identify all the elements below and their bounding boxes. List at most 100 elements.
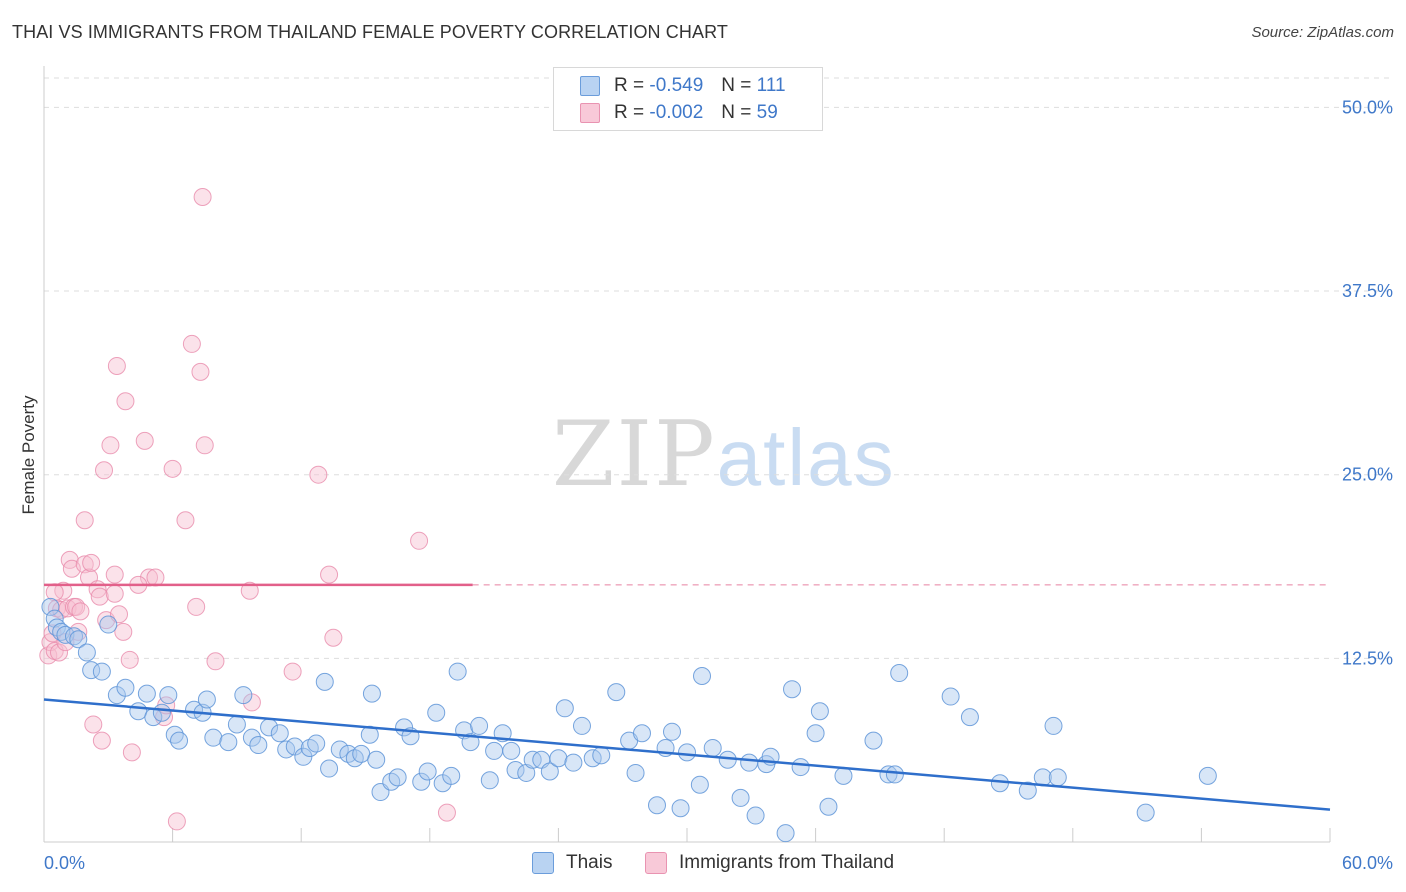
legend-n-value: 59 <box>756 102 778 123</box>
immigrants-point <box>60 550 79 569</box>
thais-point <box>607 683 626 702</box>
thais-point <box>170 731 189 750</box>
immigrants-point <box>410 531 429 550</box>
thais-points <box>41 597 1217 843</box>
legend-n-label: N = <box>721 75 752 96</box>
thais-point <box>219 733 238 752</box>
axes <box>43 66 1331 843</box>
watermark: ZIPatlas <box>552 402 896 507</box>
legend-r-value: -0.549 <box>649 75 704 96</box>
immigrants-point <box>206 652 225 671</box>
immigrants-point <box>90 587 109 606</box>
thais-point <box>41 597 60 616</box>
thais-point <box>960 708 979 727</box>
bottom-legend-immigrants-label: Immigrants from Thailand <box>679 852 895 873</box>
thais-point <box>502 741 521 760</box>
thais-point <box>448 662 467 681</box>
thais-point <box>703 738 722 757</box>
thais-point <box>810 702 829 721</box>
thais-trend-line <box>43 698 1331 811</box>
thais-point <box>249 736 268 755</box>
thais-point <box>442 766 461 785</box>
immigrants-points <box>39 188 456 831</box>
thais-point <box>77 643 96 662</box>
thais-point <box>315 672 334 691</box>
immigrants-point <box>101 436 120 455</box>
bottom-legend-thais: Thais <box>532 852 612 874</box>
thais-point <box>693 666 712 685</box>
thais-point <box>45 609 64 628</box>
thais-point <box>412 772 431 791</box>
watermark-zip: ZIP <box>552 402 717 507</box>
thais-point <box>662 722 681 741</box>
y-tick-label: 25.0% <box>1342 465 1393 485</box>
thais-point <box>307 734 326 753</box>
immigrants-point <box>193 188 212 207</box>
immigrants-point <box>320 565 339 584</box>
immigrants-point <box>71 602 90 621</box>
thais-point <box>270 724 289 743</box>
thais-swatch <box>532 852 554 874</box>
thais-point <box>746 806 765 825</box>
thais-point <box>549 749 568 768</box>
thais-point <box>555 699 574 718</box>
legend-r-value: -0.002 <box>649 102 704 123</box>
thais-point <box>480 771 499 790</box>
thais-point <box>731 788 750 807</box>
y-tick-label: 50.0% <box>1342 97 1393 117</box>
thais-point <box>517 763 536 782</box>
thais-point <box>116 678 135 697</box>
immigrants-point <box>324 628 343 647</box>
thais-point <box>159 686 178 705</box>
watermark-atlas: atlas <box>716 413 896 502</box>
immigrants-swatch <box>645 852 667 874</box>
trend-lines <box>43 583 1331 811</box>
thais-point <box>885 765 904 784</box>
bottom-legend-immigrants: Immigrants from Thailand <box>645 852 894 874</box>
x-tick-label: 0.0% <box>44 853 85 873</box>
immigrants-point <box>95 461 114 480</box>
axis-labels: 12.5% 25.0% 37.5% 50.0% 0.0% 60.0% Female Pove… <box>19 97 1393 873</box>
immigrants-point <box>167 812 186 831</box>
thais-point <box>671 799 690 818</box>
legend-row-thais: R = -0.549 N = 111 <box>580 74 786 98</box>
thais-point <box>1048 768 1067 787</box>
y-tick-label: 12.5% <box>1342 648 1393 668</box>
thais-point <box>592 746 611 765</box>
thais-point <box>941 687 960 706</box>
immigrants-point <box>84 715 103 734</box>
immigrants-point <box>187 597 206 616</box>
immigrants-point <box>309 465 328 484</box>
legend-r-label: R = <box>614 102 645 123</box>
immigrants-point <box>120 650 139 669</box>
immigrants-point <box>135 431 154 450</box>
immigrants-point <box>240 581 259 600</box>
thais-point <box>864 731 883 750</box>
thais-point <box>470 716 489 735</box>
thais-point <box>388 768 407 787</box>
thais-point <box>427 703 446 722</box>
legend-n-value: 111 <box>756 75 786 96</box>
thais-point <box>69 630 88 649</box>
immigrants-point <box>82 553 101 572</box>
immigrants-point <box>107 356 126 375</box>
thais-point <box>362 684 381 703</box>
thais-point <box>367 750 386 769</box>
immigrants-point <box>176 511 195 530</box>
chart-title: THAI VS IMMIGRANTS FROM THAILAND FEMALE … <box>12 22 728 42</box>
thais-point <box>776 824 795 843</box>
thais-point <box>740 753 759 772</box>
thais-point <box>197 690 216 709</box>
thais-point <box>352 744 371 763</box>
immigrants-point <box>191 362 210 381</box>
thais-point <box>506 761 525 780</box>
thais-point <box>572 716 591 735</box>
immigrants-point <box>283 662 302 681</box>
immigrants-swatch <box>580 103 600 123</box>
thais-point <box>294 747 313 766</box>
thais-point <box>647 796 666 815</box>
legend-row-immigrants: R = -0.002 N = 59 <box>580 101 778 125</box>
thais-point <box>834 766 853 785</box>
thais-point <box>227 715 246 734</box>
